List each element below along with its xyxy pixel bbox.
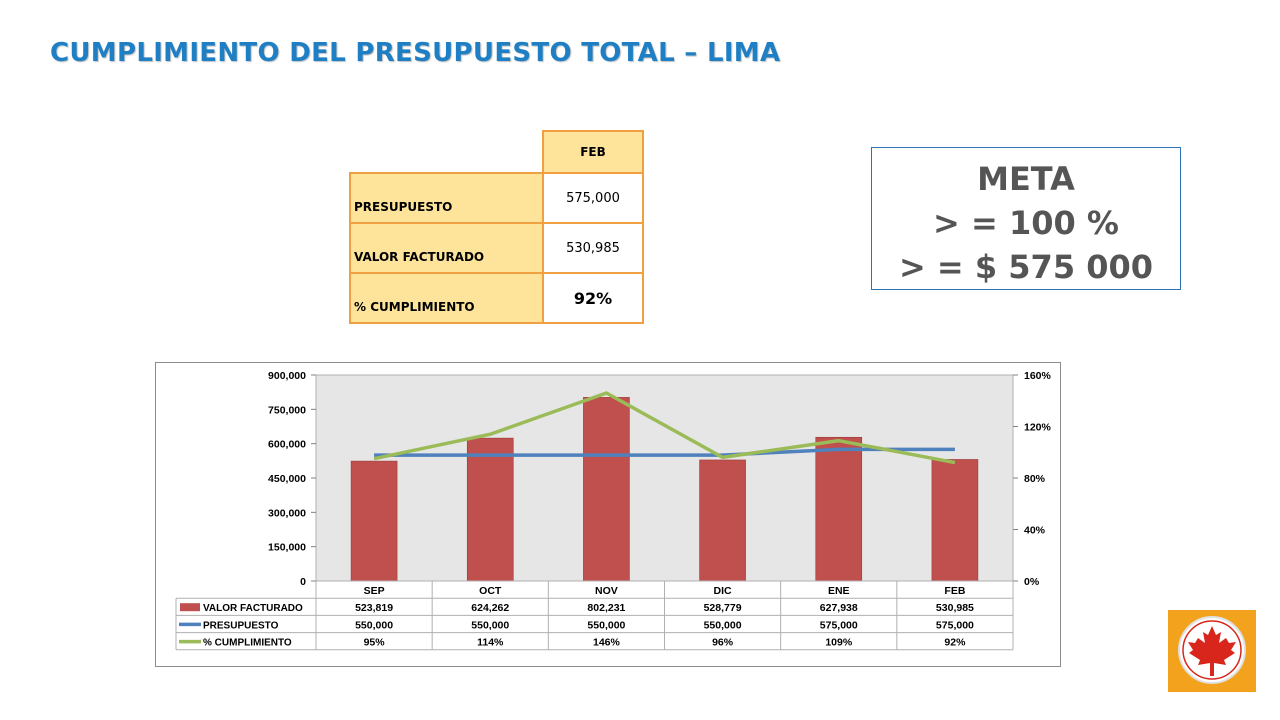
- x-tick-label: DIC: [714, 585, 733, 597]
- y-left-tick-label: 450,000: [268, 473, 306, 485]
- data-table-value: 550,000: [355, 619, 393, 631]
- combo-chart: 0 150,000 300,000 450,000 600,000 750,000 900,…: [155, 362, 1061, 667]
- summary-row-label: PRESUPUESTO: [349, 172, 544, 224]
- bar: [931, 459, 979, 582]
- meta-amount-target: > = $ 575 000: [898, 248, 1154, 286]
- summary-row-value: 92%: [542, 272, 644, 324]
- bar: [466, 437, 514, 582]
- data-table-value: 575,000: [820, 619, 858, 631]
- company-logo: [1168, 610, 1256, 692]
- data-table-value: 550,000: [587, 619, 625, 631]
- data-table-value: 109%: [825, 637, 853, 649]
- summary-row-valor-facturado: VALOR FACTURADO 530,985: [349, 222, 644, 274]
- plot-area: [315, 374, 1014, 582]
- y-right-tick-label: 160%: [1024, 370, 1052, 382]
- summary-row-label: % CUMPLIMIENTO: [349, 272, 544, 324]
- data-table-value: 624,262: [471, 602, 509, 614]
- y-left-tick-label: 900,000: [268, 370, 306, 382]
- summary-row-cumplimiento: % CUMPLIMIENTO 92%: [349, 272, 644, 324]
- data-table-value: 96%: [712, 637, 734, 649]
- data-table-value: 802,231: [587, 602, 625, 614]
- y-left-tick-label: 0: [300, 576, 306, 588]
- data-table-value: 550,000: [471, 619, 509, 631]
- y-left-tick-label: 750,000: [268, 404, 306, 416]
- summary-row-presupuesto: PRESUPUESTO 575,000: [349, 172, 644, 224]
- data-table-value: 114%: [477, 637, 504, 649]
- y-left-tick-label: 600,000: [268, 439, 306, 451]
- data-table-value: 550,000: [704, 619, 742, 631]
- legend-key-valor-facturado: [180, 603, 200, 612]
- y-left-tick-label: 150,000: [268, 542, 306, 554]
- bar: [815, 436, 863, 582]
- legend-label: PRESUPUESTO: [203, 620, 279, 631]
- y-right-tick-label: 40%: [1024, 525, 1046, 537]
- data-table-value: 92%: [944, 637, 966, 649]
- data-table-value: 528,779: [704, 602, 742, 614]
- summary-table: FEB PRESUPUESTO 575,000 VALOR FACTURADO …: [349, 130, 644, 324]
- summary-row-value: 530,985: [542, 222, 644, 274]
- summary-row-label: VALOR FACTURADO: [349, 222, 544, 274]
- legend-label: VALOR FACTURADO: [203, 603, 303, 614]
- summary-table-corner: [350, 131, 543, 173]
- x-tick-label: FEB: [944, 585, 965, 597]
- data-table-value: 627,938: [820, 602, 858, 614]
- bar: [583, 397, 630, 582]
- bar: [350, 460, 398, 582]
- legend-label: % CUMPLIMIENTO: [203, 638, 292, 649]
- data-table-value: 523,819: [355, 602, 393, 614]
- chart-canvas: 0 150,000 300,000 450,000 600,000 750,000 900,…: [175, 370, 1052, 651]
- x-tick-label: OCT: [479, 585, 502, 597]
- meta-title: META: [977, 160, 1075, 198]
- pct-line: [373, 391, 956, 465]
- page-title: CUMPLIMIENTO DEL PRESUPUESTO TOTAL – LIM…: [50, 38, 781, 68]
- y-right-tick-label: 120%: [1024, 422, 1052, 434]
- data-table-value: 530,985: [936, 602, 974, 614]
- summary-column-header: FEB: [542, 130, 644, 174]
- data-table-value: 95%: [364, 637, 386, 649]
- meta-percent-target: > = 100 %: [933, 204, 1119, 242]
- meta-box: META > = 100 % > = $ 575 000: [871, 147, 1181, 290]
- x-tick-label: SEP: [364, 585, 385, 597]
- bar: [699, 459, 746, 582]
- summary-row-value: 575,000: [542, 172, 644, 224]
- maple-leaf-icon: [1178, 616, 1246, 684]
- x-tick-label: NOV: [595, 585, 618, 597]
- y-right-tick-label: 0%: [1024, 576, 1040, 588]
- data-table-value: 575,000: [936, 619, 974, 631]
- data-table-value: 146%: [593, 637, 621, 649]
- budget-line: [374, 447, 955, 457]
- y-right-tick-label: 80%: [1024, 473, 1046, 485]
- x-tick-label: ENE: [828, 585, 850, 597]
- y-left-tick-label: 300,000: [268, 507, 306, 519]
